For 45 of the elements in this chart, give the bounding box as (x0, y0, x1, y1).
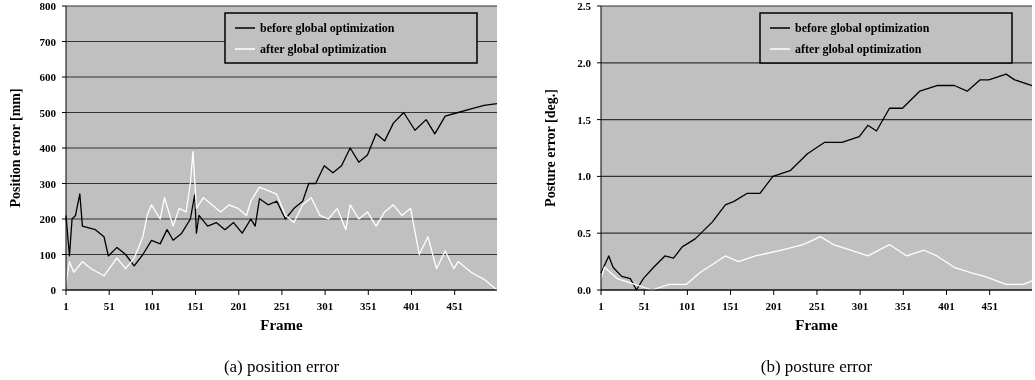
x-tick-label: 51 (638, 300, 650, 312)
x-tick-label: 1 (63, 300, 69, 312)
x-axis-title: Frame (260, 317, 304, 333)
y-tick-label: 200 (39, 213, 57, 225)
y-axis-title: Position error [mm] (8, 88, 23, 208)
x-tick-label: 201 (230, 300, 247, 312)
legend-label: after global optimization (260, 42, 387, 56)
x-tick-label: 401 (403, 300, 420, 312)
x-tick-label: 101 (679, 300, 696, 312)
y-tick-label: 500 (39, 106, 57, 119)
y-tick-label: 400 (39, 142, 57, 154)
x-tick-label: 401 (938, 300, 955, 312)
legend-label: before global optimization (260, 21, 395, 35)
x-axis-title: Frame (795, 317, 839, 333)
x-tick-label: 1 (598, 300, 604, 312)
x-tick-label: 351 (360, 300, 377, 312)
text: (b) posture error (760, 357, 873, 376)
x-tick-label: 151 (187, 300, 204, 312)
x-tick-label: 451 (446, 300, 463, 312)
y-tick-label: 0.0 (577, 284, 592, 296)
x-tick-label: 151 (722, 300, 739, 312)
y-tick-label: 300 (39, 177, 57, 190)
y-tick-label: 600 (39, 71, 57, 83)
x-tick-label: 101 (144, 300, 161, 312)
x-tick-label: 301 (851, 300, 869, 312)
y-tick-label: 2.0 (577, 56, 592, 69)
y-tick-label: 1.5 (577, 113, 592, 126)
y-tick-label: 1.0 (577, 170, 592, 183)
y-tick-label: 2.5 (577, 0, 592, 12)
x-tick-label: 351 (895, 300, 912, 312)
legend-label: after global optimization (795, 42, 922, 56)
x-tick-label: 201 (765, 300, 782, 312)
x-tick-label: 451 (981, 300, 998, 312)
y-axis-title: Posture error [deg.] (543, 89, 558, 207)
y-tick-label: 0 (50, 284, 57, 296)
y-tick-label: 100 (39, 248, 57, 261)
legend-label: before global optimization (795, 21, 930, 35)
y-tick-label: 800 (39, 0, 57, 12)
x-tick-label: 251 (273, 300, 291, 312)
x-tick-label: 51 (103, 300, 115, 312)
text: (a) position error (223, 357, 340, 376)
y-tick-label: 700 (39, 35, 57, 48)
y-tick-label: 0.5 (577, 227, 592, 240)
x-tick-label: 251 (808, 300, 826, 312)
x-tick-label: 301 (316, 300, 334, 312)
